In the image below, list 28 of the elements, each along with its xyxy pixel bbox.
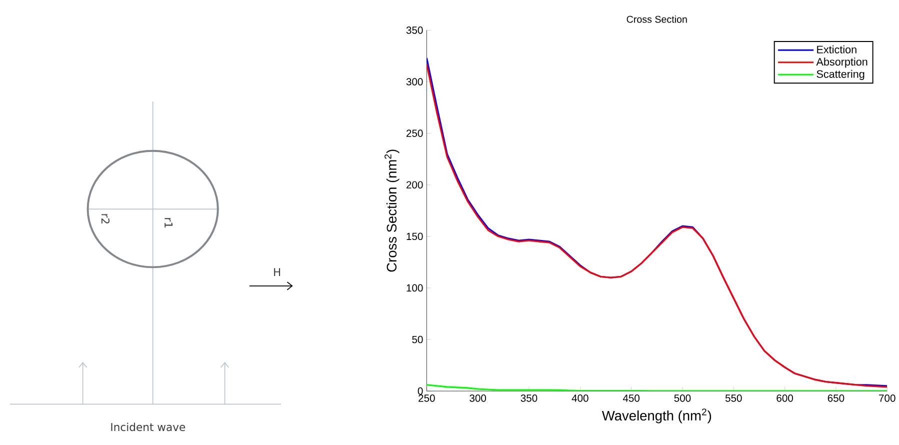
y-axis-title: Cross Section (nm$^{2}$) — [384, 150, 400, 272]
x-tick-label: 250 — [418, 394, 435, 402]
y-tick-label: 100 — [406, 284, 423, 292]
y-tick-label: 150 — [406, 232, 423, 240]
legend-label: Extiction — [817, 46, 856, 54]
x-tick-label: 700 — [879, 394, 896, 402]
x-tick-label: 450 — [622, 394, 640, 402]
x-tick-label: 650 — [828, 394, 844, 402]
x-tick-label: 600 — [776, 394, 793, 402]
y-tick-label: 300 — [406, 78, 423, 86]
chart-title: Cross Section — [626, 16, 687, 23]
y-tick-label: 0 — [418, 388, 423, 395]
y-tick-label: 250 — [406, 130, 423, 138]
x-tick-label: 300 — [470, 394, 486, 402]
y-tick-label: 200 — [406, 181, 423, 189]
x-tick-label: 500 — [674, 394, 691, 402]
x-tick-label: 550 — [725, 394, 742, 402]
legend-label: Absorption — [816, 58, 868, 68]
legend-label: Scattering — [816, 70, 864, 80]
text: r2 — [101, 214, 110, 224]
y-tick-label: 50 — [412, 336, 423, 344]
x-tick-label: 400 — [572, 394, 588, 402]
x-axis-title: Wavelength (nm$^{2}$) — [602, 408, 712, 424]
x-tick-label: 350 — [520, 394, 538, 402]
y-tick-label: 350 — [406, 26, 423, 34]
text: H — [274, 268, 280, 276]
text: r1 — [164, 218, 173, 228]
text: Incident wave — [111, 422, 186, 432]
